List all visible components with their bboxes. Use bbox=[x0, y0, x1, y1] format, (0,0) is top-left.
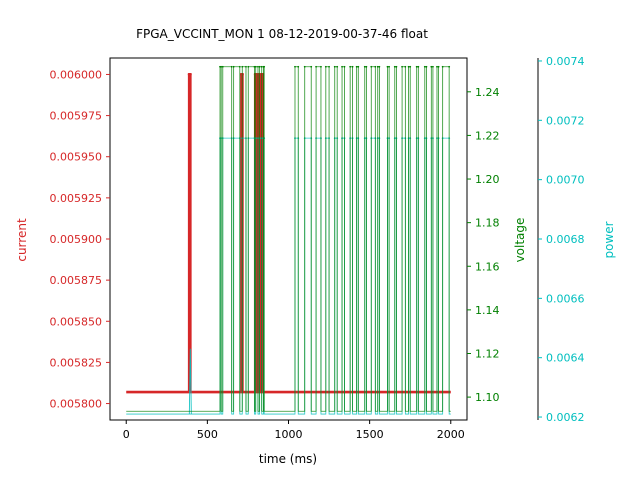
current-tick-label: 0.005900 bbox=[50, 233, 103, 246]
series-point-voltage bbox=[220, 65, 223, 68]
series-point-voltage bbox=[409, 65, 412, 68]
series-point-voltage bbox=[386, 65, 389, 68]
voltage-tick-label: 1.20 bbox=[475, 173, 500, 186]
series-point-voltage bbox=[258, 65, 261, 68]
voltage-tick-label: 1.22 bbox=[475, 129, 500, 142]
series-point-voltage bbox=[230, 65, 233, 68]
series-point-voltage bbox=[263, 65, 266, 68]
series-point-voltage bbox=[232, 65, 235, 68]
series-point-voltage bbox=[436, 65, 438, 68]
current-tick-label: 0.005800 bbox=[50, 398, 103, 411]
current-tick-label: 0.005850 bbox=[50, 315, 103, 328]
series-point-voltage bbox=[294, 65, 296, 68]
x-axis: 0 500 1000 1500 2000 bbox=[123, 420, 465, 441]
series-point-voltage bbox=[404, 65, 407, 68]
voltage-tick-label: 1.10 bbox=[475, 391, 500, 404]
series-point-voltage bbox=[343, 65, 346, 68]
current-tick-label: 0.005825 bbox=[50, 356, 103, 369]
power-tick-label: 0.0066 bbox=[546, 292, 585, 305]
series-point-voltage bbox=[297, 65, 300, 68]
series-point-voltage bbox=[351, 65, 354, 68]
x-tick-label: 1000 bbox=[275, 428, 303, 441]
y-axis-label-voltage: voltage bbox=[513, 218, 527, 263]
x-tick-label: 2000 bbox=[437, 428, 465, 441]
series-point-voltage bbox=[257, 65, 259, 68]
voltage-tick-label: 1.12 bbox=[475, 347, 500, 360]
series-point-voltage bbox=[349, 65, 352, 68]
x-axis-label: time (ms) bbox=[259, 452, 317, 466]
series-point-voltage bbox=[417, 65, 420, 68]
series-point-voltage bbox=[415, 65, 418, 68]
series-point-voltage bbox=[388, 65, 391, 68]
series-point-voltage bbox=[401, 65, 403, 68]
x-tick-label: 1500 bbox=[356, 428, 384, 441]
power-tick-label: 0.0068 bbox=[546, 233, 585, 246]
series-point-voltage bbox=[238, 65, 241, 68]
series-point-voltage bbox=[245, 65, 247, 68]
series-point-current bbox=[188, 73, 192, 76]
x-tick-label: 500 bbox=[197, 428, 218, 441]
series-point-voltage bbox=[357, 65, 360, 68]
series-point-voltage bbox=[341, 65, 343, 68]
series-point-voltage bbox=[423, 65, 426, 68]
power-tick-label: 0.0070 bbox=[546, 174, 585, 187]
series-point-voltage bbox=[260, 65, 263, 68]
series-point-voltage bbox=[374, 65, 377, 68]
power-tick-label: 0.0072 bbox=[546, 114, 585, 127]
series-point-voltage bbox=[324, 65, 327, 68]
series-point-voltage bbox=[395, 65, 398, 68]
series-spike-power bbox=[188, 348, 192, 415]
series-point-voltage bbox=[221, 65, 224, 68]
series-point-voltage bbox=[365, 65, 368, 68]
current-tick-label: 0.005950 bbox=[50, 151, 103, 164]
series-point-voltage bbox=[432, 65, 434, 68]
voltage-tick-label: 1.16 bbox=[475, 260, 500, 273]
current-tick-label: 0.005975 bbox=[50, 110, 103, 123]
series-point-voltage bbox=[378, 65, 381, 68]
y-axis-label-power: power bbox=[602, 221, 616, 258]
series-point-voltage bbox=[370, 65, 373, 68]
series-point-voltage bbox=[376, 65, 379, 68]
series-point-voltage bbox=[430, 65, 433, 68]
series-point-voltage bbox=[241, 65, 244, 68]
x-tick-label: 0 bbox=[123, 428, 130, 441]
series-point-voltage bbox=[441, 65, 444, 68]
plot-frame bbox=[109, 57, 468, 421]
series-point-voltage bbox=[336, 65, 339, 68]
series-line-voltage bbox=[126, 66, 451, 412]
series-point-voltage bbox=[355, 65, 358, 68]
series-point-voltage bbox=[437, 65, 440, 68]
series-layer bbox=[126, 65, 451, 415]
series-point-voltage bbox=[393, 65, 396, 68]
series-point-voltage bbox=[448, 65, 451, 68]
series-point-voltage bbox=[315, 65, 317, 68]
y-axes: 0.005800 0.005825 0.005850 0.005875 0.005900… bbox=[50, 55, 585, 424]
series-point-voltage bbox=[425, 65, 428, 68]
y-axis-label-current: current bbox=[15, 218, 29, 262]
series-point-voltage bbox=[320, 65, 322, 68]
current-tick-label: 0.005925 bbox=[50, 192, 103, 205]
series-point-voltage bbox=[333, 65, 336, 68]
series-point-voltage bbox=[363, 65, 366, 68]
voltage-tick-label: 1.18 bbox=[475, 217, 500, 230]
series-point-voltage bbox=[254, 65, 257, 68]
power-tick-label: 0.0064 bbox=[546, 352, 585, 365]
voltage-tick-label: 1.24 bbox=[475, 86, 500, 99]
power-tick-label: 0.0074 bbox=[546, 55, 585, 68]
power-tick-label: 0.0062 bbox=[546, 411, 585, 424]
chart-title: FPGA_VCCINT_MON 1 08-12-2019-00-37-46 fl… bbox=[136, 27, 428, 41]
series-point-voltage bbox=[328, 65, 330, 68]
series-point-voltage bbox=[247, 65, 250, 68]
series-point-voltage bbox=[303, 65, 306, 68]
series-point-voltage bbox=[310, 65, 313, 68]
series-point-voltage bbox=[407, 65, 410, 68]
series-point-voltage bbox=[253, 65, 256, 68]
current-tick-label: 0.005875 bbox=[50, 274, 103, 287]
voltage-tick-label: 1.14 bbox=[475, 304, 500, 317]
current-tick-label: 0.006000 bbox=[50, 68, 103, 81]
